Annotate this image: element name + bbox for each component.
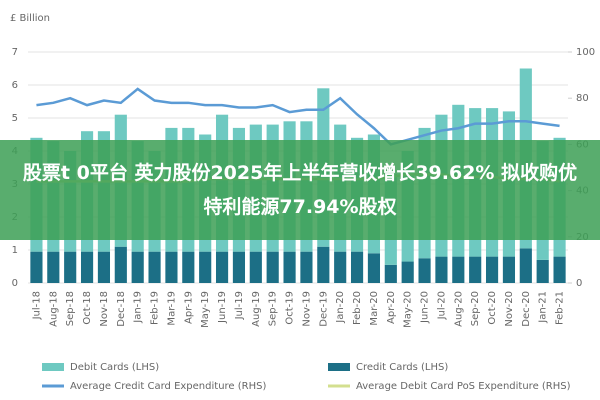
y-tick-label: 0 <box>12 278 18 289</box>
bar <box>114 246 127 283</box>
bar <box>249 251 262 283</box>
bar <box>334 251 347 283</box>
x-tick-label: Feb-21 <box>555 291 566 325</box>
x-tick-label: Jul-19 <box>234 291 245 320</box>
x-tick-label: Sep-18 <box>65 291 76 326</box>
bar <box>30 251 43 283</box>
bar <box>182 251 195 283</box>
bar <box>384 264 397 283</box>
x-tick-label: Feb-20 <box>352 291 363 325</box>
x-tick-label: Aug-20 <box>453 291 464 327</box>
x-tick-label: Jun-20 <box>420 291 431 324</box>
bar <box>553 256 566 283</box>
y-tick-label: 7 <box>12 47 18 58</box>
legend-label: Average Debit Card PoS Expenditure (RHS) <box>356 381 571 392</box>
bar <box>469 256 482 283</box>
x-tick-label: Nov-19 <box>301 291 312 327</box>
x-tick-label: Mar-20 <box>369 291 380 326</box>
y-tick-label: 6 <box>12 80 18 91</box>
y-tick-label: 1 <box>12 245 18 256</box>
x-tick-label: Jul-18 <box>31 291 42 320</box>
bar <box>97 251 111 283</box>
y2-tick-label: 0 <box>576 278 582 289</box>
x-tick-label: Nov-18 <box>99 291 110 327</box>
bar <box>165 251 178 283</box>
bar <box>367 253 381 283</box>
x-tick-label: Feb-19 <box>150 291 161 325</box>
bar <box>64 251 77 283</box>
bar <box>199 251 212 283</box>
x-tick-label: Sep-20 <box>470 291 481 326</box>
legend-label: Credit Cards (LHS) <box>356 362 448 373</box>
bar <box>536 259 549 283</box>
bar <box>485 256 499 283</box>
x-tick-label: Jan-20 <box>335 291 346 324</box>
x-tick-label: Dec-20 <box>521 291 532 327</box>
x-tick-label: Dec-18 <box>116 291 127 327</box>
x-tick-label: Apr-19 <box>183 291 194 324</box>
bar <box>401 261 414 283</box>
y-axis-label: £ Billion <box>10 13 50 24</box>
bar <box>300 251 313 283</box>
bar <box>215 251 229 283</box>
bar <box>452 256 465 283</box>
x-tick-label: May-20 <box>403 291 414 328</box>
legend-label: Average Credit Card Expenditure (RHS) <box>70 381 266 392</box>
x-tick-label: Oct-19 <box>285 291 296 325</box>
y2-tick-label: 80 <box>576 93 589 104</box>
bar <box>283 251 296 283</box>
bar <box>148 251 161 283</box>
x-tick-label: Dec-19 <box>318 291 329 327</box>
x-tick-label: Sep-19 <box>268 291 279 326</box>
x-tick-label: Nov-20 <box>504 291 515 327</box>
x-tick-label: May-19 <box>200 291 211 328</box>
y2-tick-label: 100 <box>576 47 595 58</box>
x-tick-label: Apr-20 <box>386 291 397 324</box>
bar <box>131 251 144 283</box>
bar <box>232 251 246 283</box>
bar <box>47 251 60 283</box>
y-tick-label: 5 <box>12 113 18 124</box>
x-tick-label: Jan-21 <box>538 291 549 324</box>
banner: 股票t 0平台 英力股份2025年上半年营收增长39.62% 拟收购优特利能源7… <box>0 140 600 240</box>
bar <box>317 246 330 283</box>
bar <box>350 251 364 283</box>
legend-swatch <box>42 363 64 371</box>
x-tick-label: Oct-20 <box>487 291 498 325</box>
x-tick-label: Mar-19 <box>166 291 177 326</box>
banner-text: 股票t 0平台 英力股份2025年上半年营收增长39.62% 拟收购优特利能源7… <box>22 162 578 218</box>
x-tick-label: Aug-18 <box>48 291 59 327</box>
bar <box>418 258 431 283</box>
bar <box>80 251 94 283</box>
bar <box>435 256 448 283</box>
x-tick-label: Oct-18 <box>82 291 93 325</box>
x-tick-label: Jan-19 <box>133 291 144 324</box>
bar <box>519 248 532 283</box>
x-tick-label: Aug-19 <box>251 291 262 327</box>
x-tick-label: Jul-20 <box>436 291 447 320</box>
bar <box>266 251 279 283</box>
bar <box>502 256 516 283</box>
legend-label: Debit Cards (LHS) <box>70 362 159 373</box>
x-tick-label: Jun-19 <box>217 291 228 324</box>
legend-swatch <box>328 363 350 371</box>
line <box>36 87 560 146</box>
